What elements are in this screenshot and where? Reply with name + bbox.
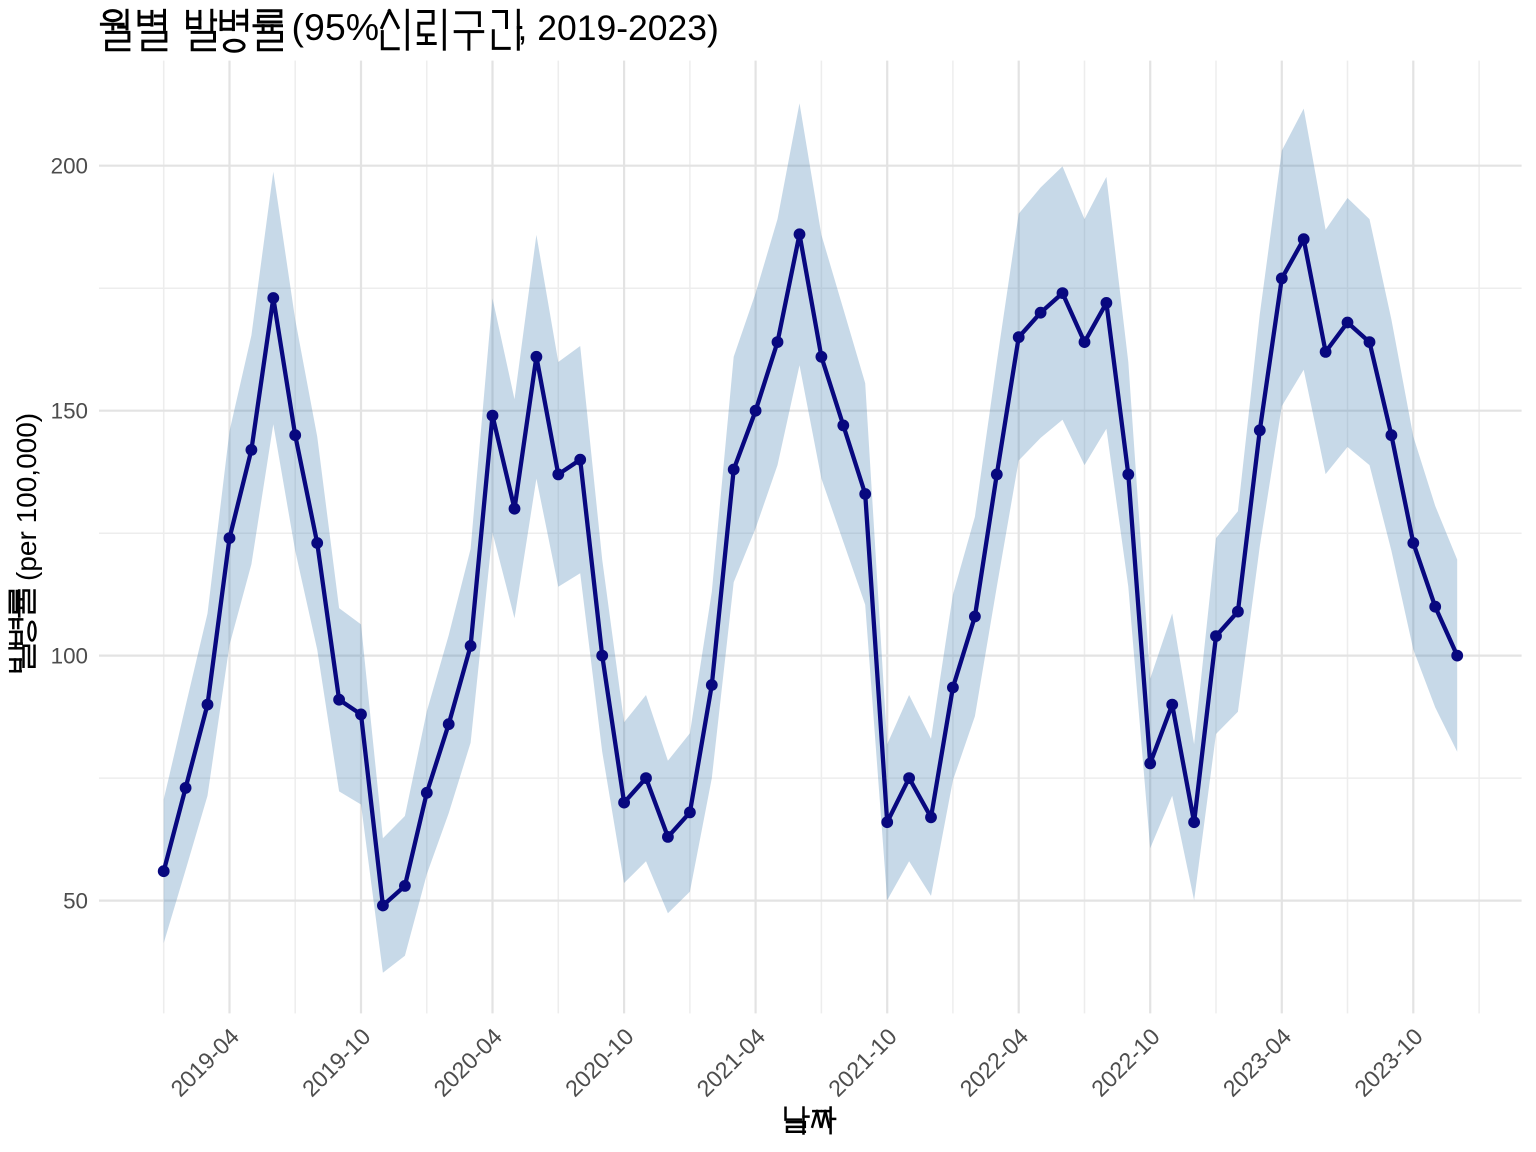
svg-text:150: 150 [51, 399, 88, 424]
svg-text:(per 100,000): (per 100,000) [11, 413, 42, 581]
svg-text:, 2019-2023): , 2019-2023) [518, 8, 719, 48]
svg-text:200: 200 [51, 154, 88, 179]
svg-text:100: 100 [51, 643, 88, 668]
svg-text:50: 50 [63, 888, 88, 913]
svg-text:(95%: (95% [292, 6, 380, 48]
